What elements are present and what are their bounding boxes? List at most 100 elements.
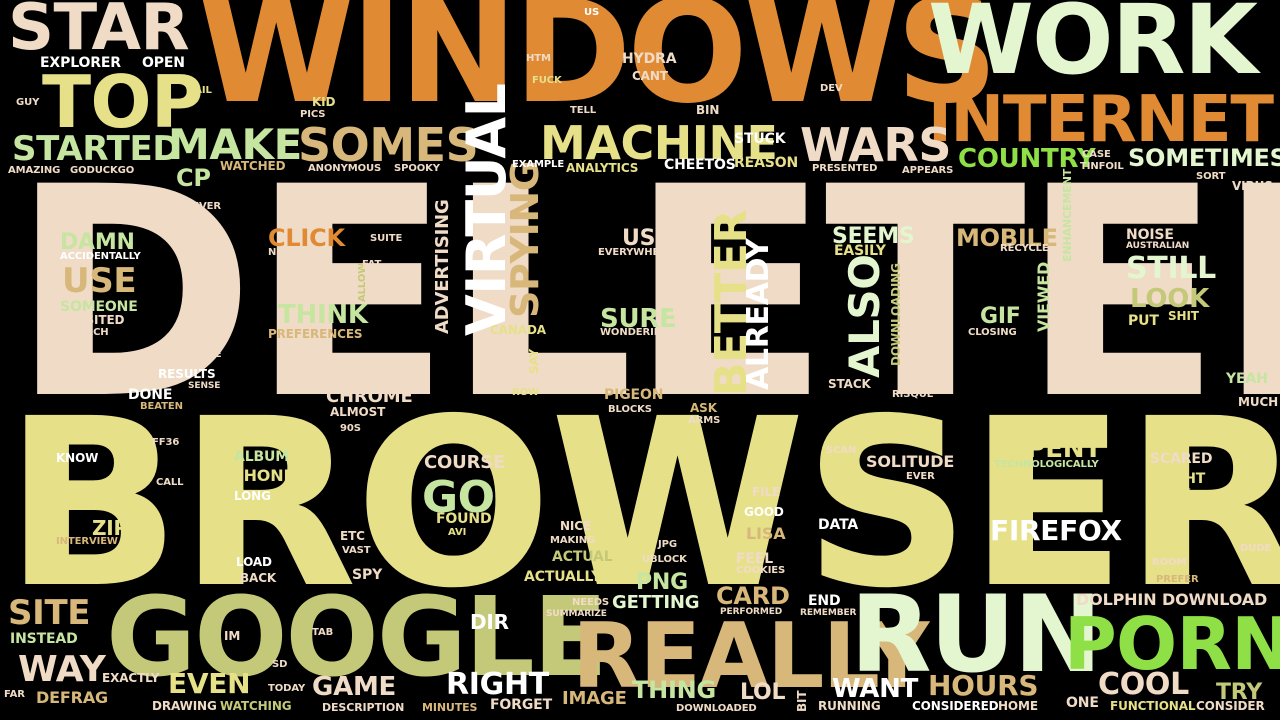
word-back: BACK [240,571,277,585]
word-far: FAR [4,689,25,700]
word-spying: SPYING [503,160,547,318]
word-give: GIVE [1261,205,1272,232]
word-dir: DIR [470,610,509,634]
word-needs: NEEDS [572,597,610,608]
word-avi: AVI [448,527,467,538]
word-porn: PORN [1064,602,1280,686]
word-considered: CONSIDERED [912,699,999,713]
word-much: MUCH [1238,395,1279,409]
word-dude: DUDE [1240,543,1272,554]
word-solitude: SOLITUDE [866,452,955,471]
word-album: ALBUM [234,449,290,465]
word-anonymous: ANONYMOUS [308,163,382,174]
word-use: USE [62,261,137,301]
word-spent: SPENT [1008,434,1102,464]
word-hail: HAIL [186,85,212,96]
word-ten: TEN [678,323,700,334]
word-jpg: JPG [658,539,677,550]
word-exactly: EXACTLY [102,671,160,685]
word-canada: CANADA [490,323,546,337]
word-consider: CONSIDER [1196,699,1265,713]
word-minutes: MINUTES [422,701,478,714]
word-never: NEVER [184,201,221,212]
word-course: COURSE [424,452,506,473]
word-file: FILE [752,485,781,499]
word-reason: REASON [734,155,799,171]
word-appears: APPEARS [902,165,954,176]
word-downloading: DOWNLOADING [889,263,903,366]
word-lol: LOL [740,680,786,705]
word-vast: VAST [342,545,371,556]
word-sometimes: SOMETIMES [1128,144,1280,172]
word-summarize: SUMMARIZE [546,609,607,619]
word-png: PNG [636,570,688,595]
word-using: USING [622,226,700,251]
word-actual: ACTUAL [552,549,613,565]
word-noise: NOISE [1126,227,1174,243]
word-want: WANT [832,674,919,704]
word-thing: THING [632,676,716,704]
word-suite: SUITE [370,233,403,244]
word-guy: GUY [16,97,40,108]
word-im: IM [224,629,241,643]
word-work: WORK [928,0,1258,96]
word-forget: FORGET [490,697,553,713]
word-interview: INTERVIEW [56,536,118,547]
word-viewed: VIEWED [1034,261,1053,332]
word-htm: HTM [526,53,551,64]
word-data: DATA [818,517,859,533]
word-watching: WATCHING [220,699,292,713]
word-sd: SD [272,659,288,670]
word-accidentally: ACCIDENTALLY [60,251,141,262]
word-seems: SEEMS [832,224,915,249]
word-search: SEARCH [64,327,109,338]
word-analytics: ANALYTICS [566,161,639,175]
word-click: CLICK [268,224,345,252]
word-nineties: 90S [340,423,361,434]
word-ff36: FF36 [152,437,180,448]
word-arms: ARMS [688,415,721,426]
word-star: STAR [8,0,190,65]
word-mobile: MOBILE [956,224,1058,252]
word-think: THINK [278,300,368,330]
word-cp: CP [176,164,211,192]
word-tab: TAB [312,627,334,638]
word-enhancement: ENHANCEMENT [1061,168,1074,262]
word-tell: TELL [570,105,596,116]
word-drawing: DRAWING [152,699,217,713]
word-open: OPEN [142,55,185,71]
word-cheetos: CHEETOS [664,157,736,173]
word-cookies: COOKIES [736,565,786,576]
word-getting: GETTING [612,592,700,613]
word-rick: RICK [1154,487,1191,503]
word-sort: SORT [1196,171,1226,182]
word-already: ALREADY [741,238,776,391]
word-functional: FUNCTIONAL [1110,699,1196,713]
word-almost: ALMOST [330,405,386,419]
word-site: SITE [8,593,91,633]
word-know: KNOW [56,451,99,465]
word-zip: ZIP [92,516,129,540]
word-deleted: DELETED [10,126,1280,463]
word-load: LOAD [236,555,272,569]
word-card: CARD [716,582,790,610]
word-gif: GIF [980,304,1021,329]
word-vpn: VPN [1250,339,1274,350]
word-spooky: SPOOKY [394,163,440,174]
word-beaten: BEATEN [140,401,183,412]
word-defrag: DEFRAG [36,688,109,707]
word-remember: REMEMBER [800,608,857,618]
word-machine: MACHINE [540,116,778,170]
word-bin: BIN [696,103,720,117]
word-easily: EASILY [834,243,886,259]
word-preferences: PREFERENCES [268,327,363,341]
word-download: DOWNLOAD [1162,590,1268,609]
word-sense: SENSE [188,381,221,391]
word-say: SAY [527,348,541,374]
word-pigeon: PIGEON [604,387,664,403]
word-really: REALLY [572,604,929,709]
word-right: RIGHT [446,667,549,702]
word-tinfoil: TINFOIL [1080,161,1124,172]
word-lisa: LISA [746,524,786,543]
word-risque: RISQUÉ [892,389,934,400]
